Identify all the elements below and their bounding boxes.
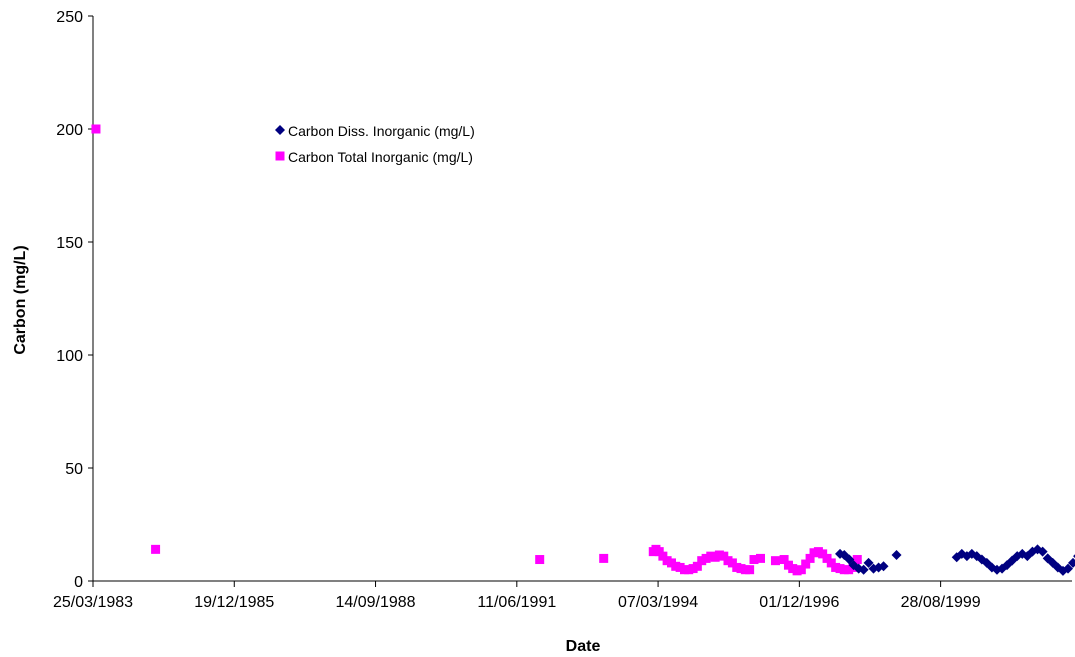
data-point [749, 555, 759, 565]
y-axis-title: Carbon (mg/L) [12, 245, 29, 354]
legend-marker [275, 125, 285, 135]
data-point [91, 124, 101, 134]
data-point [692, 561, 702, 571]
chart-legend: Carbon Diss. Inorganic (mg/L) Carbon Tota… [275, 123, 475, 165]
data-point [719, 551, 729, 561]
series-diss-inorganic [835, 544, 1075, 576]
data-point [535, 555, 545, 565]
data-point [852, 555, 862, 565]
data-point [658, 551, 668, 561]
y-tick-label: 200 [56, 122, 83, 139]
x-tick-label: 01/12/1996 [759, 594, 839, 611]
data-point [805, 553, 815, 563]
x-tick-label: 11/06/1991 [477, 594, 556, 611]
data-point [801, 559, 811, 569]
data-point [1067, 557, 1075, 568]
data-point [727, 558, 737, 568]
x-tick-label: 14/09/1988 [336, 594, 416, 611]
data-point [826, 558, 836, 568]
y-tick-label: 250 [56, 9, 83, 26]
data-point [599, 553, 609, 563]
y-tick-label: 50 [65, 461, 83, 478]
series-total-inorganic [91, 124, 862, 576]
data-point [863, 557, 874, 568]
data-point [818, 549, 828, 559]
legend-entry-label: Carbon Diss. Inorganic (mg/L) [288, 123, 475, 139]
data-point [151, 544, 161, 554]
y-tick-label: 0 [74, 574, 83, 591]
legend-marker [275, 151, 285, 161]
data-point [1063, 563, 1074, 574]
x-tick-label: 07/03/1994 [618, 594, 698, 611]
y-tick-label: 150 [56, 235, 83, 252]
data-point [701, 553, 711, 563]
x-tick-label: 25/03/1983 [53, 594, 133, 611]
chart-axes [92, 16, 1072, 582]
y-tick-label: 100 [56, 348, 83, 365]
x-axis-ticks: 25/03/1983 19/12/1985 14/09/1988 11/06/1991… [53, 581, 981, 611]
chart-marks [91, 124, 1075, 576]
data-point [654, 547, 664, 557]
x-tick-label: 28/08/1999 [901, 594, 981, 611]
data-point [770, 556, 780, 566]
data-point [745, 565, 755, 575]
data-point [779, 555, 789, 565]
x-tick-label: 19/12/1985 [194, 594, 274, 611]
y-axis-ticks: 0 50 100 150 200 250 [56, 9, 93, 591]
data-point [796, 565, 806, 575]
data-point [756, 553, 765, 563]
data-point [1017, 548, 1028, 559]
data-point [878, 561, 889, 572]
x-axis-title: Date [566, 638, 601, 655]
data-point [858, 564, 869, 575]
data-point [822, 553, 832, 563]
data-point [891, 550, 902, 561]
data-point [1037, 546, 1048, 557]
legend-entry-label: Carbon Total Inorganic (mg/L) [288, 149, 473, 165]
